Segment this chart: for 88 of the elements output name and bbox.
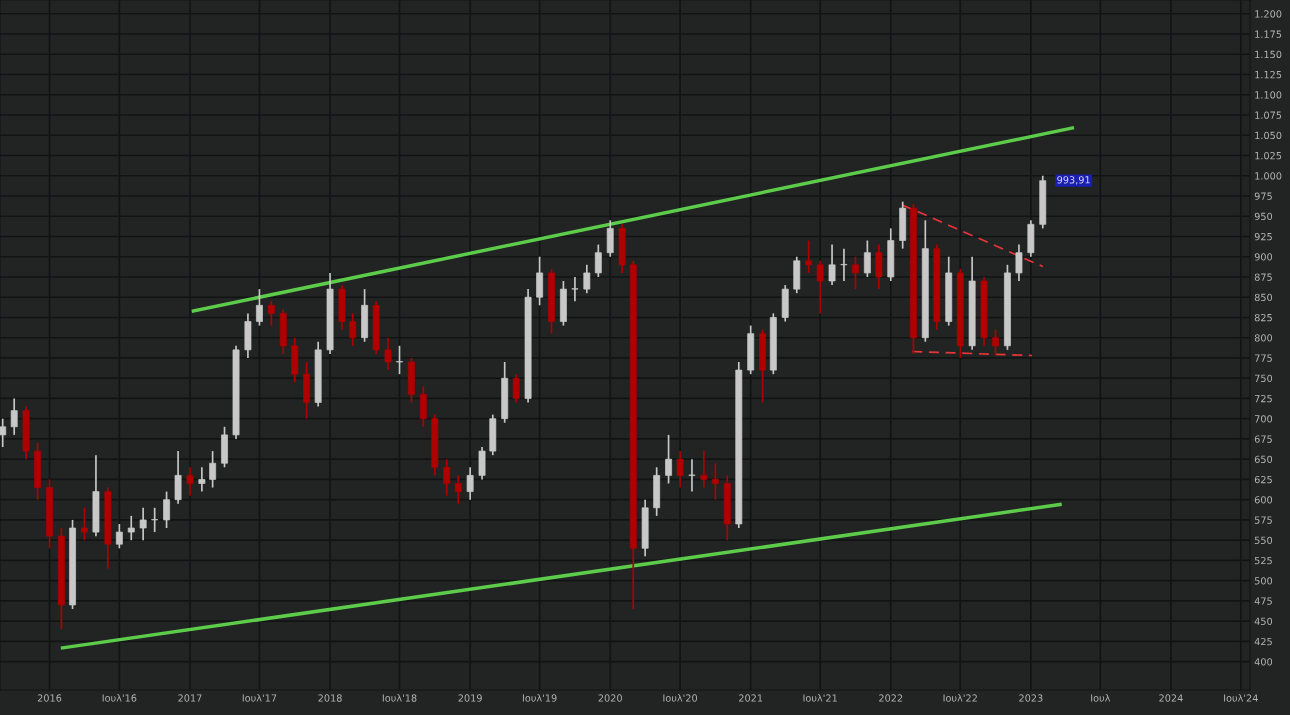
candlestick [115, 523, 123, 550]
candlestick [594, 243, 602, 278]
candlestick [139, 506, 147, 542]
x-tick-label: 2022 [879, 694, 903, 702]
x-tick-label: 2016 [37, 694, 62, 702]
candlestick [711, 462, 719, 501]
candlestick [852, 255, 859, 290]
candlestick [209, 450, 217, 489]
candlestick [700, 450, 708, 489]
y-tick-label: 675 [1254, 435, 1272, 443]
candlestick [186, 466, 194, 497]
y-tick-label: 550 [1254, 536, 1273, 545]
y-tick-label: 525 [1254, 556, 1272, 565]
candlestick [443, 458, 451, 497]
candlestick [198, 466, 206, 493]
x-tick-label: 2017 [178, 694, 202, 702]
y-tick-label: 650 [1254, 455, 1273, 464]
y-tick-label: 1.125 [1255, 70, 1282, 79]
annotation: 993,91 [1057, 176, 1090, 185]
candlestick [571, 276, 579, 303]
candlestick [688, 458, 696, 493]
x-tick-label: Ιουλ'22 [943, 694, 977, 702]
candlestick [466, 466, 474, 501]
y-tick-label: 950 [1254, 212, 1273, 221]
candlestick [151, 506, 159, 533]
x-tick-label: 2020 [598, 694, 622, 702]
y-tick-label: 1.075 [1255, 111, 1282, 119]
y-tick-label: 425 [1254, 637, 1272, 646]
y-tick-label: 825 [1254, 313, 1272, 322]
candlestick [0, 417, 7, 448]
candlestick [256, 288, 263, 327]
candlestick [10, 397, 18, 436]
x-tick-label: 2018 [318, 694, 342, 702]
y-tick-label: 975 [1254, 192, 1272, 200]
y-tick-label: 575 [1254, 516, 1272, 524]
x-tick-label: Ιουλ'21 [803, 694, 837, 702]
x-tick-label: Ιουλ'24 [1224, 694, 1258, 702]
candlestick [454, 474, 462, 505]
candlestick [1015, 243, 1023, 282]
candlestick [992, 328, 999, 357]
candlestick [676, 450, 684, 489]
candlestick [840, 247, 848, 282]
y-tick-label: 475 [1254, 597, 1272, 605]
y-tick-label: 925 [1254, 232, 1272, 241]
x-tick-label: Ιουλ'17 [242, 694, 277, 702]
y-tick-label: 750 [1254, 374, 1273, 383]
y-tick-label: 1.100 [1255, 91, 1282, 99]
y-tick-label: 1.050 [1255, 131, 1282, 140]
y-tick-label: 450 [1254, 617, 1273, 625]
candlestick [127, 515, 135, 542]
x-tick-label: Ιουλ [1091, 694, 1111, 702]
candlestick [267, 300, 275, 327]
y-tick-label: 1.000 [1255, 172, 1282, 180]
candlestick [163, 490, 170, 529]
y-tick-label: 775 [1254, 354, 1272, 362]
y-tick-label: 900 [1254, 253, 1273, 261]
candlestick [805, 239, 813, 274]
x-tick-label: 2019 [458, 694, 482, 702]
x-tick-label: Ιουλ'20 [663, 694, 698, 702]
candlestick [583, 263, 591, 295]
y-tick-label: 1.025 [1255, 151, 1282, 160]
x-tick-label: Ιουλ'16 [102, 694, 137, 702]
candlestick [863, 239, 871, 278]
y-tick-label: 625 [1254, 475, 1272, 484]
y-tick-label: 875 [1254, 273, 1272, 281]
candlestick [816, 259, 824, 315]
y-tick-label: 700 [1254, 415, 1273, 423]
y-tick-label: 400 [1254, 658, 1273, 666]
candlestick [828, 243, 836, 286]
y-tick-label: 500 [1254, 577, 1273, 585]
y-tick-label: 600 [1254, 496, 1273, 504]
x-tick-label: Ιουλ'18 [382, 694, 417, 702]
candlestick [665, 434, 672, 485]
candlestick [349, 312, 357, 347]
candlestick [512, 373, 520, 404]
y-tick-label: 800 [1254, 334, 1273, 342]
x-tick-label: 2024 [1159, 694, 1183, 702]
candlestick [81, 506, 88, 542]
y-tick-label: 1.175 [1255, 30, 1282, 38]
y-tick-label: 725 [1254, 394, 1272, 403]
y-tick-label: 1.150 [1255, 50, 1282, 59]
candlestick [396, 344, 403, 375]
x-tick-label: 2023 [1019, 694, 1043, 702]
x-tick-label: Ιουλ'19 [522, 694, 557, 702]
y-tick-label: 1.200 [1255, 10, 1282, 18]
candlestick [384, 336, 392, 371]
x-tick-label: 2021 [739, 694, 763, 702]
y-tick-label: 850 [1254, 293, 1273, 302]
